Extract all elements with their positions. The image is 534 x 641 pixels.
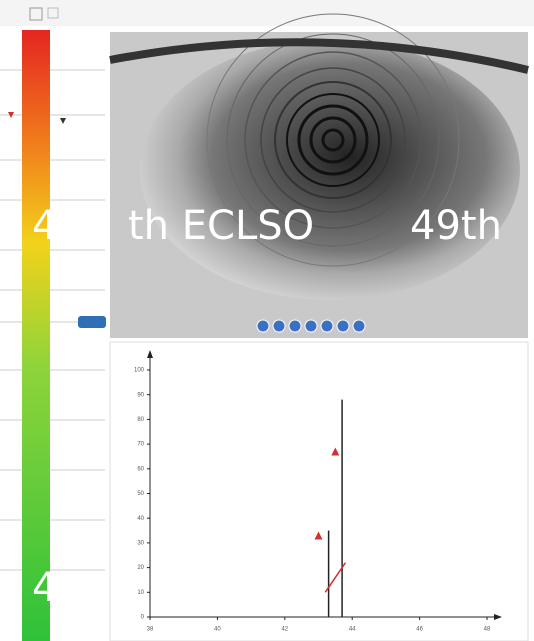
y-tick-label: 20 xyxy=(137,565,144,571)
scale-marker xyxy=(60,118,66,124)
y-tick-label: 80 xyxy=(137,417,144,423)
x-tick-label: 42 xyxy=(281,627,288,633)
scale-button[interactable] xyxy=(78,316,106,328)
x-tick-label: 38 xyxy=(147,627,154,633)
chart-panel xyxy=(110,342,528,641)
x-tick-label: 46 xyxy=(416,627,423,633)
y-tick-label: 50 xyxy=(137,491,144,497)
color-scale xyxy=(22,30,50,641)
x-tick-label: 44 xyxy=(349,627,356,633)
y-tick-label: 40 xyxy=(137,516,144,522)
y-tick-label: 90 xyxy=(137,392,144,398)
y-tick-label: 10 xyxy=(137,590,144,596)
x-tick-label: 40 xyxy=(214,627,221,633)
y-tick-label: 100 xyxy=(134,368,145,374)
watermark: 49th xyxy=(410,203,502,249)
page: 0102030405060708090100384042444648 4 th … xyxy=(0,0,534,641)
toolbar xyxy=(0,0,534,26)
x-tick-label: 48 xyxy=(484,627,491,633)
screen: 0102030405060708090100384042444648 4 th … xyxy=(0,0,534,641)
eye xyxy=(140,40,520,300)
y-tick-label: 60 xyxy=(137,466,144,472)
watermark: 4 xyxy=(32,565,57,611)
watermark: 4 xyxy=(32,203,57,249)
y-tick-label: 30 xyxy=(137,540,144,546)
y-tick-label: 70 xyxy=(137,442,144,448)
watermark: th ECLSO xyxy=(128,203,314,249)
